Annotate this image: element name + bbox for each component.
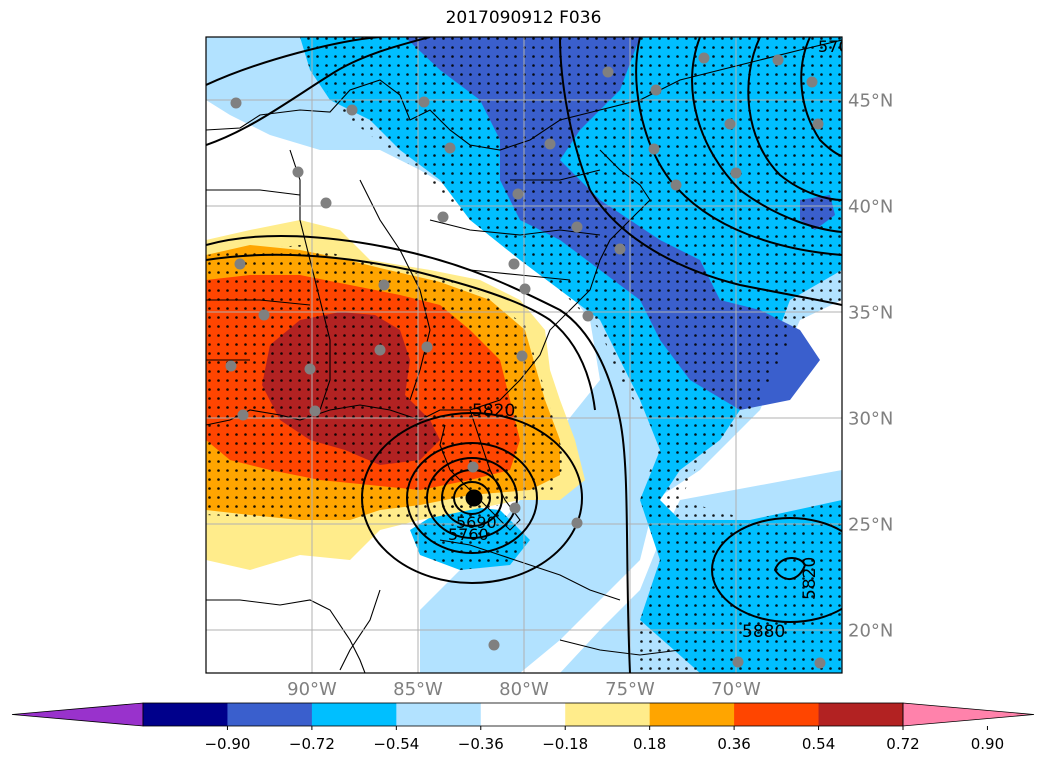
longitude-tick-label: 70°W xyxy=(711,679,761,700)
colorbar-segment xyxy=(311,703,397,726)
stipple-south xyxy=(206,245,565,522)
colorbar-tick-label: 0.90 xyxy=(971,735,1004,753)
latitude-labels: 45°N 40°N 35°N 30°N 25°N 20°N xyxy=(848,91,893,642)
contour-label: 5690 xyxy=(456,513,497,532)
latitude-tick-label: 45°N xyxy=(848,91,893,112)
chart-title: 2017090912 F036 xyxy=(445,8,602,28)
colorbar-segment xyxy=(818,703,904,726)
stipple-north xyxy=(300,37,842,673)
latitude-tick-label: 25°N xyxy=(848,515,893,536)
colorbar-segment xyxy=(565,703,651,726)
colorbar-segment xyxy=(480,703,566,726)
latitude-tick-label: 35°N xyxy=(848,303,893,324)
latitude-tick-label: 30°N xyxy=(848,409,893,430)
longitude-tick-label: 80°W xyxy=(499,679,549,700)
colorbar-tick-label: −0.36 xyxy=(458,735,504,753)
colorbar-tick-label: −0.54 xyxy=(373,735,419,753)
map-frame xyxy=(205,36,843,674)
colorbar-tick-label: −0.90 xyxy=(204,735,250,753)
height-contours xyxy=(206,37,842,673)
colorbar-segment xyxy=(227,703,313,726)
contour-label: 5880 xyxy=(742,622,785,642)
colorbar xyxy=(11,702,1035,727)
colorbar-tick-label: 0.54 xyxy=(802,735,835,753)
colorbar-frame xyxy=(142,702,904,727)
colorbar-tick-label: 0.72 xyxy=(886,735,919,753)
contour-label: 570 xyxy=(818,37,849,56)
latitude-tick-label: 20°N xyxy=(848,621,893,642)
contour-label: 5820 xyxy=(472,401,515,421)
colorbar-extend-low xyxy=(11,702,144,727)
longitude-labels: 90°W 85°W 80°W 75°W 70°W xyxy=(287,679,761,700)
colorbar-segment xyxy=(734,703,820,726)
colorbar-segment xyxy=(396,703,482,726)
coastlines xyxy=(206,39,842,673)
colorbar-tick-label: 0.18 xyxy=(633,735,666,753)
colorbar-ticks: −0.90 −0.72 −0.54 −0.36 −0.18 0.18 0.36 0.54 0.7… xyxy=(204,726,1004,753)
station-markers xyxy=(225,52,826,669)
contour-label: 5820 xyxy=(800,557,820,600)
colorbar-segment xyxy=(649,703,735,726)
colorbar-tick-label: −0.72 xyxy=(289,735,335,753)
longitude-tick-label: 90°W xyxy=(287,679,337,700)
longitude-tick-label: 75°W xyxy=(605,679,655,700)
colorbar-extend-high xyxy=(902,702,1035,727)
colorbar-tick-label: 0.36 xyxy=(717,735,750,753)
longitude-tick-label: 85°W xyxy=(393,679,443,700)
storm-center-marker xyxy=(465,489,483,507)
contour-label: 5760 xyxy=(448,525,489,544)
map-plot-area: 5820 5880 5820 5760 5690 570 xyxy=(206,37,849,673)
colorbar-tick-label: −0.18 xyxy=(542,735,588,753)
latitude-tick-label: 40°N xyxy=(848,197,893,218)
colorbar-segment xyxy=(143,703,228,726)
